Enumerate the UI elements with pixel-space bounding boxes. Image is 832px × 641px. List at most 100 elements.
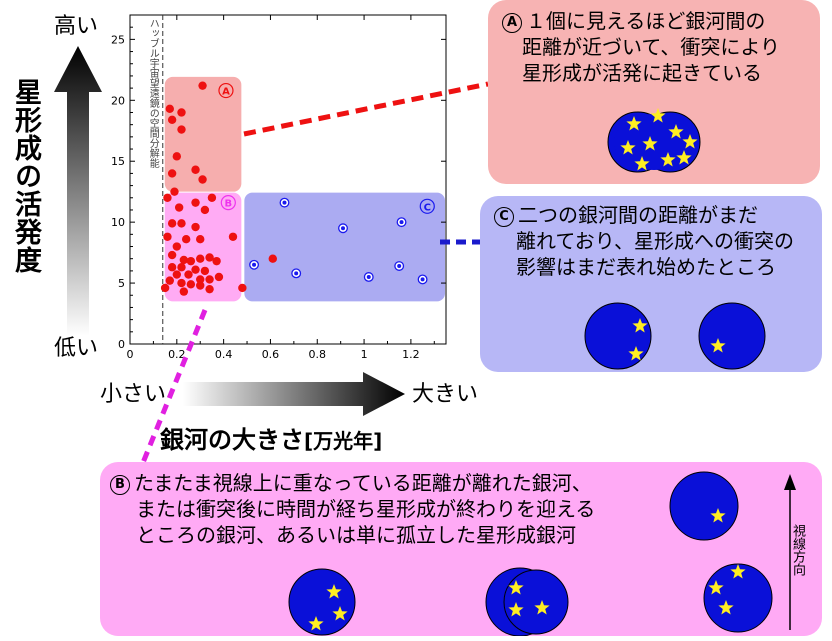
- y-axis-high-label: 高い: [54, 14, 99, 39]
- data-point-red: [196, 235, 205, 244]
- x-axis-large-label: 大きい: [412, 382, 479, 407]
- data-point-red: [165, 276, 174, 285]
- data-point-red: [200, 205, 210, 215]
- data-point-red: [163, 193, 172, 202]
- data-point-red: [191, 265, 200, 274]
- panel-b-galaxy-illustration: [288, 471, 796, 636]
- merging-galaxy-icon: [607, 108, 701, 173]
- y-axis-arrow: [54, 46, 102, 336]
- galaxy-icon: [584, 302, 652, 370]
- data-point-red: [177, 278, 186, 288]
- star-icon: [710, 508, 726, 523]
- panel-a-galaxy-illustration: [607, 108, 701, 173]
- panel-a-line-1: A １個に見えるほど銀河間の: [502, 8, 817, 34]
- data-point-blue: [417, 274, 428, 285]
- data-point-red: [196, 281, 205, 290]
- panel-b-text: B たまたま視線上に重なっている距離が離れた銀河、 または衝突後に時間が経ち星形成…: [110, 470, 670, 548]
- x-tick-label: 0.6: [262, 348, 280, 361]
- panel-c: C 二つの銀河間の距離がまだ 離れており、星形成への衝突の 影響はまだ表れ始めたと…: [480, 196, 822, 372]
- panel-a: A １個に見えるほど銀河間の 距離が近づいて、衝突により 星形成が活発に起きている: [488, 0, 820, 184]
- region-b-label: B: [220, 195, 236, 211]
- data-point-red: [205, 253, 214, 262]
- data-point-blue: [249, 259, 260, 270]
- data-point-red: [167, 219, 177, 228]
- data-point-red: [167, 263, 177, 272]
- y-axis-title: 星形成の活発度: [10, 78, 41, 274]
- x-axis-unit: [万光年]: [304, 429, 383, 453]
- data-point-blue: [338, 223, 348, 234]
- x-tick-label: 0.4: [215, 348, 233, 361]
- data-point-red: [177, 219, 186, 228]
- panel-c-galaxy-illustration: [584, 302, 766, 370]
- data-point-red: [163, 232, 172, 241]
- x-tick-label: 1.2: [402, 348, 420, 361]
- data-point-red: [196, 254, 205, 263]
- panel-c-text: C 二つの銀河間の距離がまだ 離れており、星形成への衝突の 影響はまだ表れ始めたと…: [494, 202, 819, 280]
- star-icon: [708, 580, 724, 595]
- data-point-red: [167, 250, 177, 260]
- panel-a-line-3: 星形成が活発に起きている: [522, 61, 762, 85]
- galaxy-icon: [698, 302, 766, 370]
- data-point-red: [172, 242, 182, 251]
- data-point-blue: [363, 272, 374, 282]
- star-icon: [682, 134, 698, 149]
- data-point-red: [205, 284, 214, 294]
- star-icon: [634, 156, 650, 171]
- data-point-red: [172, 270, 182, 279]
- star-icon: [626, 116, 642, 131]
- star-icon: [718, 600, 734, 615]
- svg-text:A: A: [222, 87, 230, 98]
- data-point-red: [172, 152, 182, 161]
- star-icon: [668, 124, 684, 139]
- x-tick-label: 0.2: [168, 348, 186, 361]
- x-axis-arrow: [183, 372, 405, 416]
- data-point-red: [196, 275, 205, 284]
- panel-a-letter: A: [502, 13, 522, 33]
- star-icon: [534, 600, 550, 615]
- data-point-red: [205, 275, 214, 284]
- x-tick-label: 0.8: [309, 348, 327, 361]
- star-icon: [308, 616, 324, 631]
- line-of-sight-arrow: [784, 474, 796, 630]
- data-point-red: [228, 232, 238, 241]
- x-axis-title-text: 銀河の大きさ: [160, 426, 304, 454]
- panel-c-line-2: 離れており、星形成への衝突の: [516, 229, 794, 253]
- panel-c-line-1: C 二つの銀河間の距離がまだ: [494, 202, 819, 228]
- x-tick-label: 0: [127, 348, 134, 361]
- star-icon: [508, 602, 524, 617]
- resolution-limit-label: ハッブル宇宙望遠鏡の空間分解能: [147, 18, 159, 169]
- x-axis-title: 銀河の大きさ[万光年]: [160, 420, 382, 455]
- panel-a-text: A １個に見えるほど銀河間の 距離が近づいて、衝突により 星形成が活発に起きている: [502, 8, 817, 86]
- star-icon: [508, 580, 524, 595]
- svg-text:B: B: [224, 199, 232, 210]
- data-point-red: [170, 187, 179, 196]
- y-axis-low-label: 低い: [54, 336, 99, 361]
- panel-a-line-2: 距離が近づいて、衝突により: [522, 35, 780, 59]
- star-icon: [676, 150, 692, 165]
- star-icon: [730, 564, 746, 579]
- y-tick-label: 25: [111, 33, 125, 46]
- panel-b-line-3: ところの銀河、あるいは単に孤立した星形成銀河: [136, 523, 576, 547]
- data-point-blue: [279, 197, 290, 208]
- data-point-red: [198, 175, 207, 184]
- data-point-red: [191, 165, 200, 174]
- data-point-red: [179, 255, 189, 265]
- data-point-red: [167, 115, 177, 124]
- data-point-red: [174, 203, 184, 212]
- overlapping-galaxy-icon: [485, 567, 569, 636]
- data-point-red: [198, 81, 207, 90]
- data-point-red: [214, 272, 224, 282]
- panel-b-line-2: または衝突後に時間が経ち星形成が終わりを迎える: [136, 497, 596, 521]
- data-point-red: [179, 287, 189, 296]
- star-icon: [332, 606, 348, 621]
- y-tick-label: 15: [111, 155, 125, 168]
- data-point-red: [207, 193, 217, 202]
- data-point-red: [184, 270, 193, 279]
- data-point-red: [212, 256, 221, 266]
- svg-text:C: C: [424, 202, 431, 213]
- data-point-red: [268, 254, 277, 263]
- data-point-blue: [291, 268, 302, 279]
- data-point-red: [165, 104, 174, 114]
